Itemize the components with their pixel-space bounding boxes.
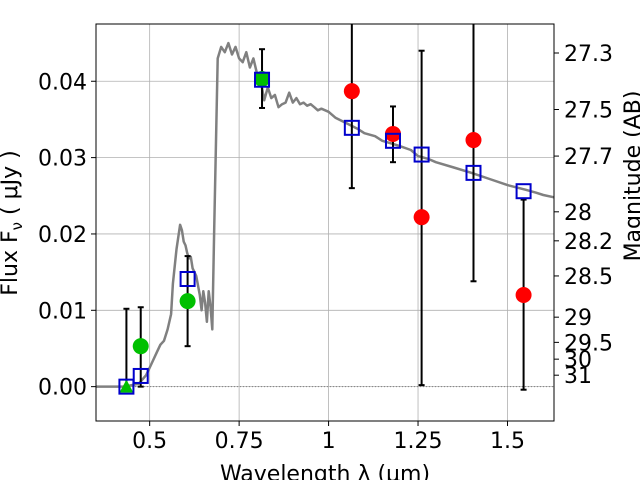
x-axis-ticks: 0.5 0.75 1 1.25 1.5: [132, 421, 525, 454]
plot-frame: [95, 23, 555, 422]
y2-tick-label: 27.7: [564, 145, 613, 170]
y-axis-label-unit: ( μJy ): [0, 150, 23, 222]
y-axis-label: Flux Fν ( μJy ): [0, 150, 26, 295]
x-axis-label: Wavelength λ (μm): [220, 462, 430, 480]
y2-tick-label: 29.5: [564, 331, 613, 356]
y2-axis-label: Magnitude (AB): [621, 91, 640, 262]
y-axis-ticks: 0.00 0.01 0.02 0.03 0.04: [38, 70, 96, 401]
photometry-point: [254, 70, 271, 87]
photometry-point: [119, 379, 134, 393]
x-tick-label: 1.25: [394, 429, 443, 454]
y2-tick-label: 27.3: [564, 42, 613, 67]
y-tick-label: 0.01: [38, 299, 87, 324]
x-tick-label: 1.5: [490, 429, 525, 454]
x-tick-label: 1: [322, 429, 336, 454]
model-photometry-point: [254, 71, 271, 88]
photometry-point: [413, 209, 430, 226]
y2-tick-label: 30: [564, 348, 592, 373]
photometry-point: [343, 83, 360, 100]
y2-tick-label: 29: [564, 306, 592, 331]
model-photometry-point: [413, 146, 430, 163]
model-photometry-point: [118, 378, 135, 395]
model-photometry-point: [515, 183, 532, 200]
y-tick-label: 0.00: [38, 376, 87, 401]
y2-tick-label: 28.2: [564, 230, 613, 255]
photometry-point: [515, 287, 532, 304]
model-photometry-point: [132, 367, 149, 384]
model-photometry-point: [343, 119, 360, 136]
photometry-point: [132, 338, 149, 355]
model-photometry-points: [118, 71, 532, 395]
y2-tick-label: 28: [564, 201, 592, 226]
y-tick-label: 0.02: [38, 223, 87, 248]
y-tick-label: 0.03: [38, 147, 87, 172]
y-axis-label-main: Flux F: [0, 230, 23, 295]
model-photometry-point: [465, 164, 482, 181]
model-photometry-point: [384, 132, 401, 149]
y2-tick-label: 27.5: [564, 99, 613, 124]
model-photometry-point: [179, 270, 196, 287]
x-tick-label: 0.5: [132, 429, 167, 454]
y2-tick-label: 31: [564, 364, 592, 389]
photometry-point: [465, 132, 482, 149]
y-axis-label-subscript: ν: [8, 222, 26, 230]
x-tick-label: 0.75: [215, 429, 264, 454]
y-tick-label: 0.04: [38, 70, 87, 95]
y2-tick-label: 28.5: [564, 265, 613, 290]
photometry-point: [179, 293, 196, 310]
